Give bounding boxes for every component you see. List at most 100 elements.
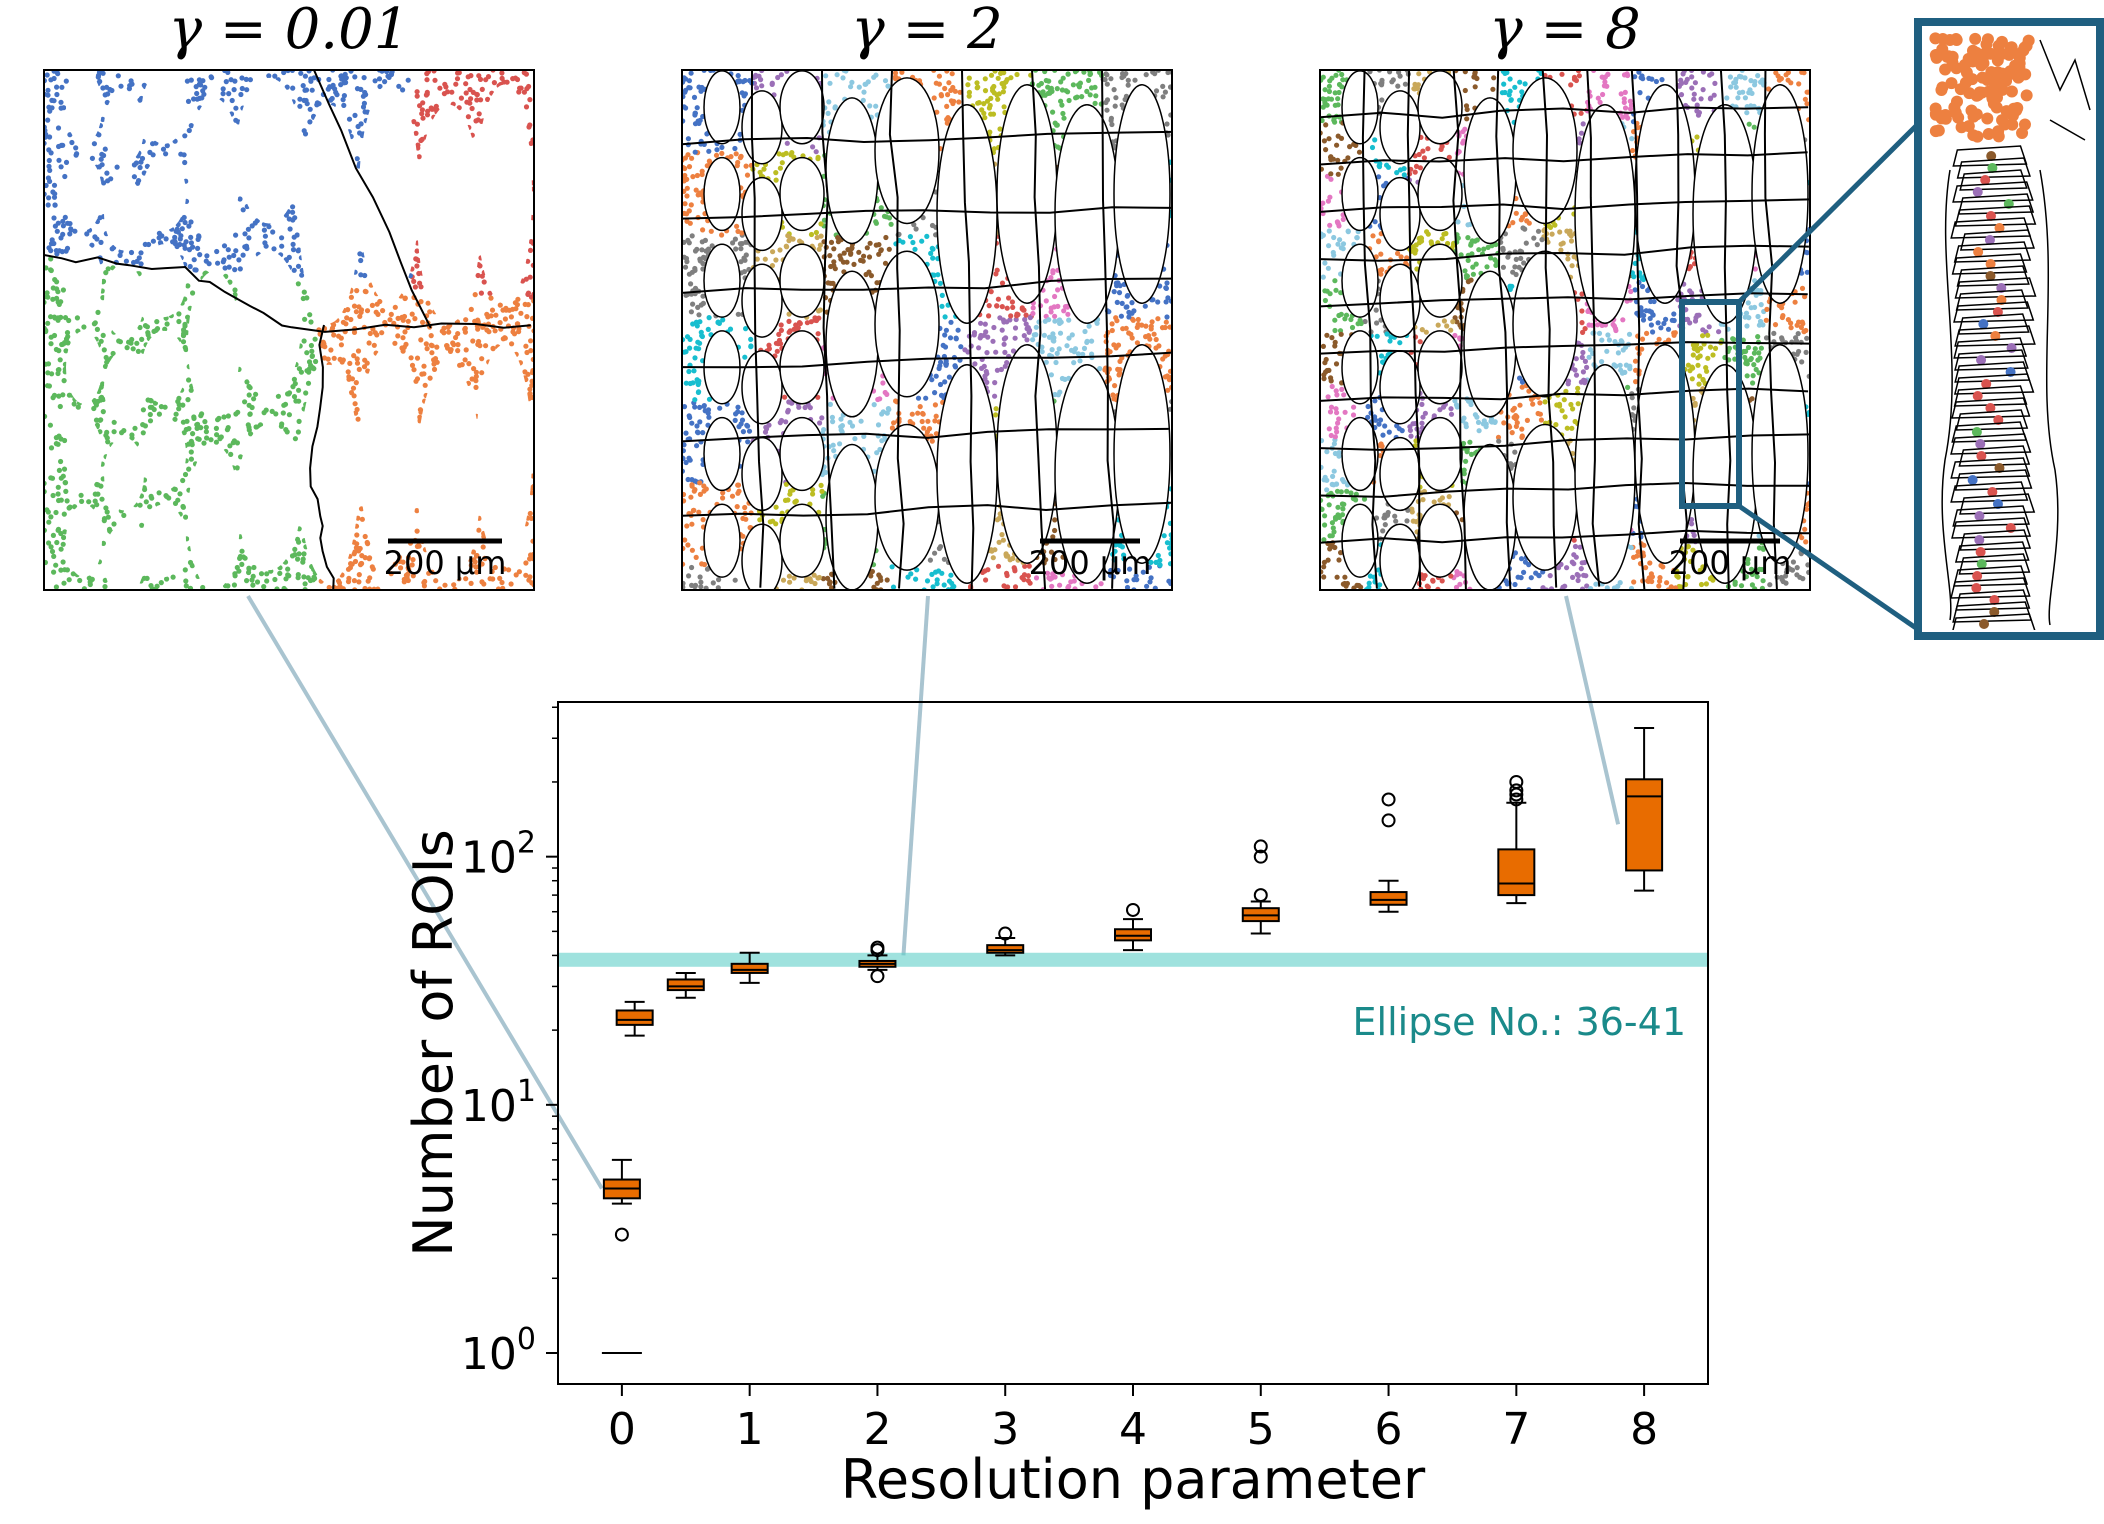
cell-point xyxy=(177,236,183,242)
cell-point xyxy=(682,89,688,95)
cell-point xyxy=(1125,82,1131,88)
cell-point xyxy=(682,349,687,355)
cell-point xyxy=(1349,324,1356,331)
cell-point xyxy=(845,247,851,253)
cell-point xyxy=(1522,81,1528,87)
cell-point xyxy=(158,404,164,410)
cell-point xyxy=(411,278,417,284)
cell-point xyxy=(1119,300,1125,306)
cell-point xyxy=(115,73,121,79)
cell-point xyxy=(84,231,90,237)
cell-point xyxy=(982,115,988,121)
cell-point xyxy=(1976,355,1987,365)
cell-point xyxy=(138,159,144,165)
region-boundary xyxy=(1320,151,1808,166)
cell-point xyxy=(1351,404,1357,410)
cell-point xyxy=(1335,420,1341,426)
cell-point xyxy=(1043,77,1049,84)
cell-point xyxy=(1513,271,1519,278)
cell-point xyxy=(99,151,105,157)
cell-polygon xyxy=(1953,337,2028,359)
cell-point xyxy=(1517,375,1523,381)
cell-point xyxy=(1954,83,1967,96)
cell-point xyxy=(1113,345,1119,351)
cell-point xyxy=(194,90,200,97)
cell-point xyxy=(1000,89,1007,95)
cell-point xyxy=(105,357,111,363)
cell-point xyxy=(527,97,533,103)
cell-point xyxy=(228,451,234,457)
cell-point xyxy=(130,346,136,352)
lumen-hole xyxy=(1341,330,1379,405)
cell-point xyxy=(473,369,479,375)
cell-point xyxy=(51,215,57,221)
cell-point xyxy=(710,580,716,586)
cell-point xyxy=(1565,256,1571,262)
cell-point xyxy=(129,435,135,441)
cell-point xyxy=(1462,87,1468,94)
cell-point xyxy=(1143,334,1149,340)
cell-point xyxy=(803,578,809,584)
cell-point xyxy=(1026,329,1032,335)
cell-point xyxy=(1549,231,1555,237)
cell-point xyxy=(776,331,782,337)
cell-point xyxy=(1512,550,1518,556)
cell-point xyxy=(508,581,514,587)
cell-point xyxy=(1335,512,1341,518)
lumen-hole xyxy=(1574,364,1636,584)
cell-point xyxy=(990,338,996,344)
cell-point xyxy=(309,353,315,359)
cell-point xyxy=(57,357,63,363)
cell-point xyxy=(699,247,705,253)
cell-point xyxy=(1324,332,1330,338)
cell-point xyxy=(50,285,56,291)
cell-point xyxy=(1077,358,1083,364)
cell-point xyxy=(144,575,150,582)
lumen-hole xyxy=(1341,156,1379,232)
cell-point xyxy=(874,450,880,456)
cell-point xyxy=(947,335,954,341)
cell-point xyxy=(1680,71,1686,77)
cell-point xyxy=(1404,518,1410,524)
cell-point xyxy=(1329,481,1335,487)
cell-point xyxy=(348,390,355,396)
cell-point xyxy=(295,263,302,269)
cell-point xyxy=(773,177,779,183)
cell-point xyxy=(1330,249,1336,256)
cell-point xyxy=(694,443,700,449)
cell-point xyxy=(44,182,49,189)
cell-point xyxy=(1323,369,1329,375)
cell-point xyxy=(510,329,516,335)
cell-point xyxy=(275,393,281,399)
cell-point xyxy=(172,416,178,422)
lumen-holes xyxy=(703,70,1171,590)
cell-point xyxy=(1678,92,1685,98)
cell-point xyxy=(1320,438,1325,444)
cell-point xyxy=(290,247,297,253)
cell-point xyxy=(702,237,709,243)
cell-point xyxy=(937,280,944,286)
cell-point xyxy=(58,546,64,552)
cell-point xyxy=(938,544,944,550)
cell-point xyxy=(889,425,896,431)
cell-point xyxy=(100,332,106,338)
cell-point xyxy=(735,409,741,415)
cell-point xyxy=(1671,317,1677,324)
cell-point xyxy=(1987,163,1998,173)
cell-point xyxy=(60,218,66,224)
cell-point xyxy=(1059,102,1065,108)
cell-point xyxy=(290,209,296,215)
cell-point xyxy=(244,578,250,584)
cell-point xyxy=(1041,332,1047,338)
cell-point xyxy=(308,362,314,368)
cell-point xyxy=(1050,534,1056,540)
cell-point xyxy=(927,557,934,563)
cell-point xyxy=(1542,399,1548,405)
cell-point xyxy=(1328,432,1334,439)
cell-point xyxy=(311,366,317,372)
cell-point xyxy=(1659,77,1665,83)
cell-point xyxy=(51,98,57,104)
lumen-hole xyxy=(417,364,481,584)
cell-point xyxy=(338,335,344,341)
cell-point xyxy=(56,301,62,307)
